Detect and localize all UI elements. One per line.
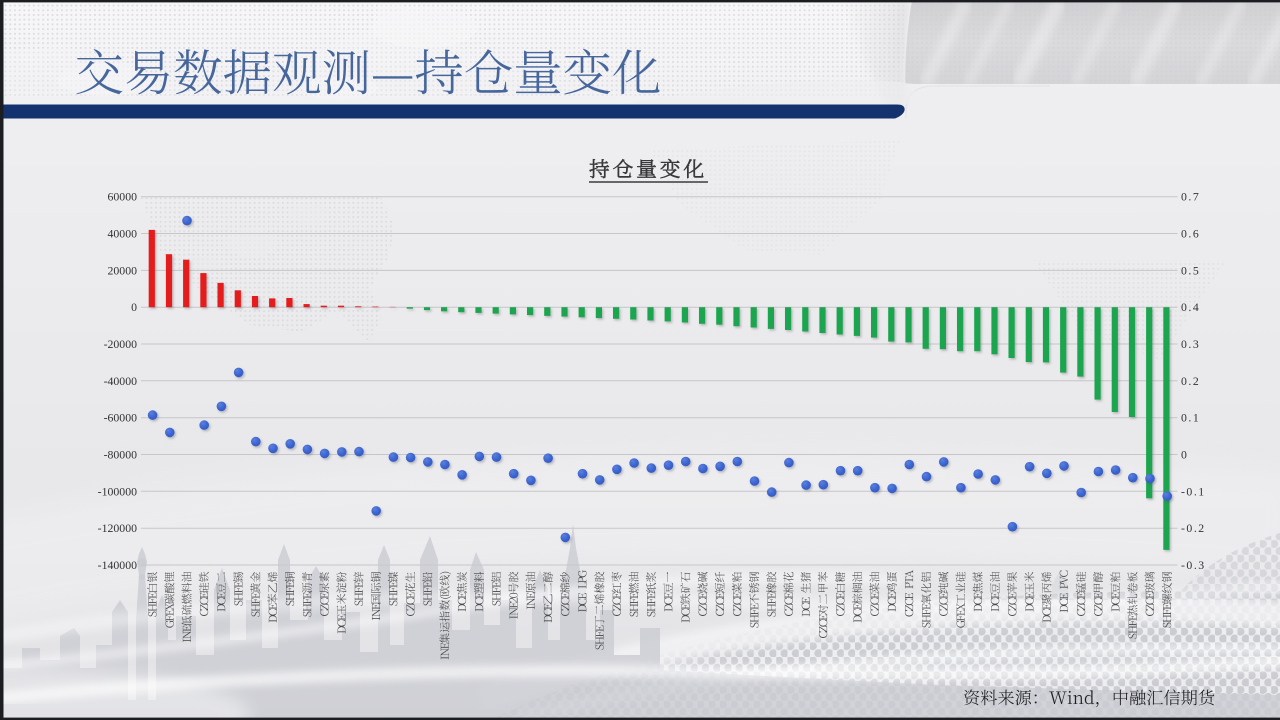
svg-text:-60000: -60000: [104, 411, 138, 425]
svg-text:0.4: 0.4: [1181, 300, 1200, 314]
svg-text:-20000: -20000: [104, 337, 138, 351]
svg-text:0: 0: [1181, 448, 1188, 462]
svg-text:0: 0: [131, 300, 137, 314]
svg-text:-0.3: -0.3: [1181, 558, 1206, 572]
svg-text:-40000: -40000: [104, 374, 138, 388]
svg-text:40000: 40000: [108, 227, 138, 241]
svg-text:60000: 60000: [108, 190, 138, 204]
svg-text:0.6: 0.6: [1181, 227, 1200, 241]
svg-text:-100000: -100000: [98, 484, 137, 498]
svg-text:0.1: 0.1: [1181, 411, 1200, 425]
svg-text:0.3: 0.3: [1181, 337, 1200, 351]
svg-text:0.2: 0.2: [1181, 374, 1200, 388]
svg-text:-120000: -120000: [98, 521, 137, 535]
svg-text:0.5: 0.5: [1181, 263, 1200, 277]
svg-text:-140000: -140000: [98, 558, 137, 572]
svg-text:-80000: -80000: [104, 448, 138, 462]
svg-text:-0.2: -0.2: [1181, 521, 1206, 535]
svg-text:0.7: 0.7: [1181, 190, 1200, 204]
svg-text:-0.1: -0.1: [1181, 484, 1206, 498]
svg-text:20000: 20000: [108, 263, 138, 277]
